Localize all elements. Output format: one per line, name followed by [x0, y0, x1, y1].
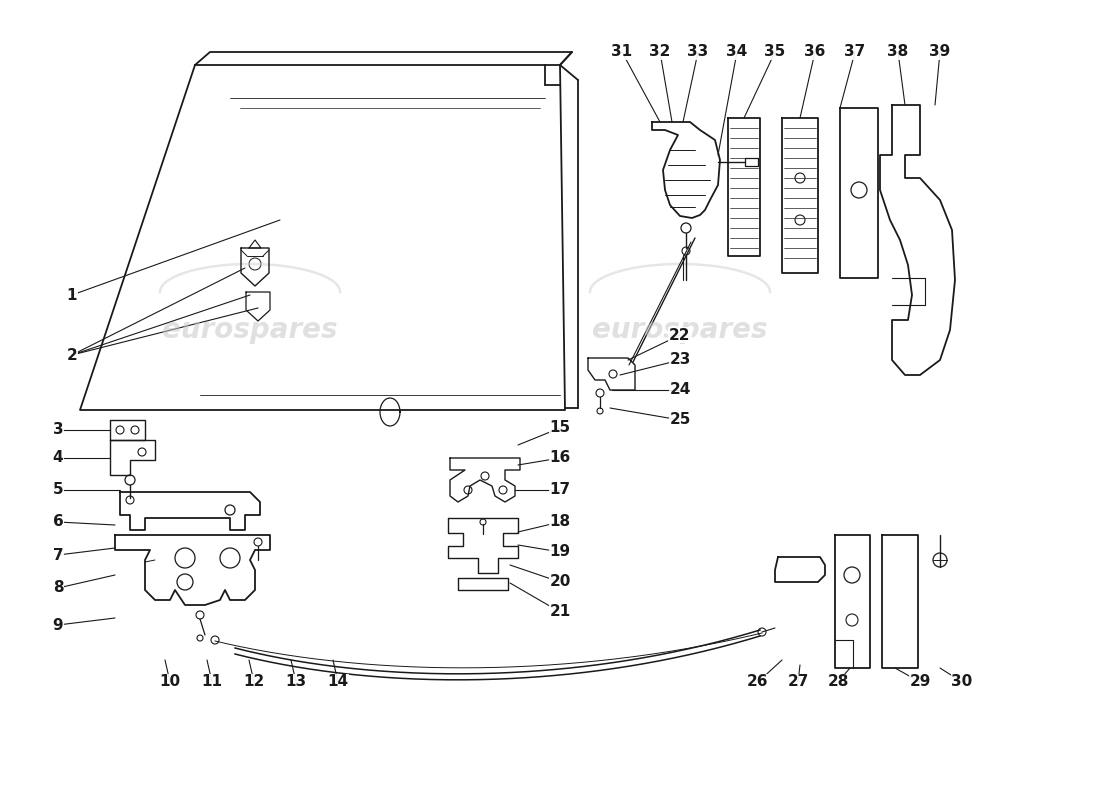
Text: 22: 22 — [669, 327, 691, 342]
Text: 4: 4 — [53, 450, 64, 466]
Text: 28: 28 — [827, 674, 849, 690]
Text: 19: 19 — [549, 545, 571, 559]
Text: 27: 27 — [788, 674, 808, 690]
Text: 37: 37 — [845, 45, 866, 59]
Text: 15: 15 — [549, 421, 571, 435]
Text: 11: 11 — [201, 674, 222, 690]
Text: 25: 25 — [669, 413, 691, 427]
Text: 29: 29 — [910, 674, 931, 690]
Text: 8: 8 — [53, 581, 64, 595]
Text: 7: 7 — [53, 547, 64, 562]
Text: 34: 34 — [726, 45, 748, 59]
Text: 10: 10 — [160, 674, 180, 690]
Text: 12: 12 — [243, 674, 265, 690]
Text: 23: 23 — [669, 353, 691, 367]
Text: 21: 21 — [549, 605, 571, 619]
Text: 5: 5 — [53, 482, 64, 498]
Text: 39: 39 — [930, 45, 950, 59]
Text: 31: 31 — [612, 45, 632, 59]
Text: 17: 17 — [549, 482, 571, 498]
Text: 35: 35 — [764, 45, 785, 59]
Text: 36: 36 — [804, 45, 826, 59]
Text: 1: 1 — [67, 287, 77, 302]
Text: 6: 6 — [53, 514, 64, 530]
Text: 20: 20 — [549, 574, 571, 590]
Text: 14: 14 — [328, 674, 349, 690]
Text: 3: 3 — [53, 422, 64, 438]
Text: 2: 2 — [67, 347, 77, 362]
Text: 13: 13 — [285, 674, 307, 690]
Text: 32: 32 — [649, 45, 671, 59]
Text: 30: 30 — [952, 674, 972, 690]
Text: 16: 16 — [549, 450, 571, 466]
Text: 18: 18 — [549, 514, 571, 530]
Text: eurospares: eurospares — [592, 316, 768, 344]
Text: 26: 26 — [747, 674, 769, 690]
Text: 38: 38 — [888, 45, 909, 59]
Text: 9: 9 — [53, 618, 64, 633]
Text: 33: 33 — [688, 45, 708, 59]
Text: 24: 24 — [669, 382, 691, 398]
Text: eurospares: eurospares — [163, 316, 338, 344]
